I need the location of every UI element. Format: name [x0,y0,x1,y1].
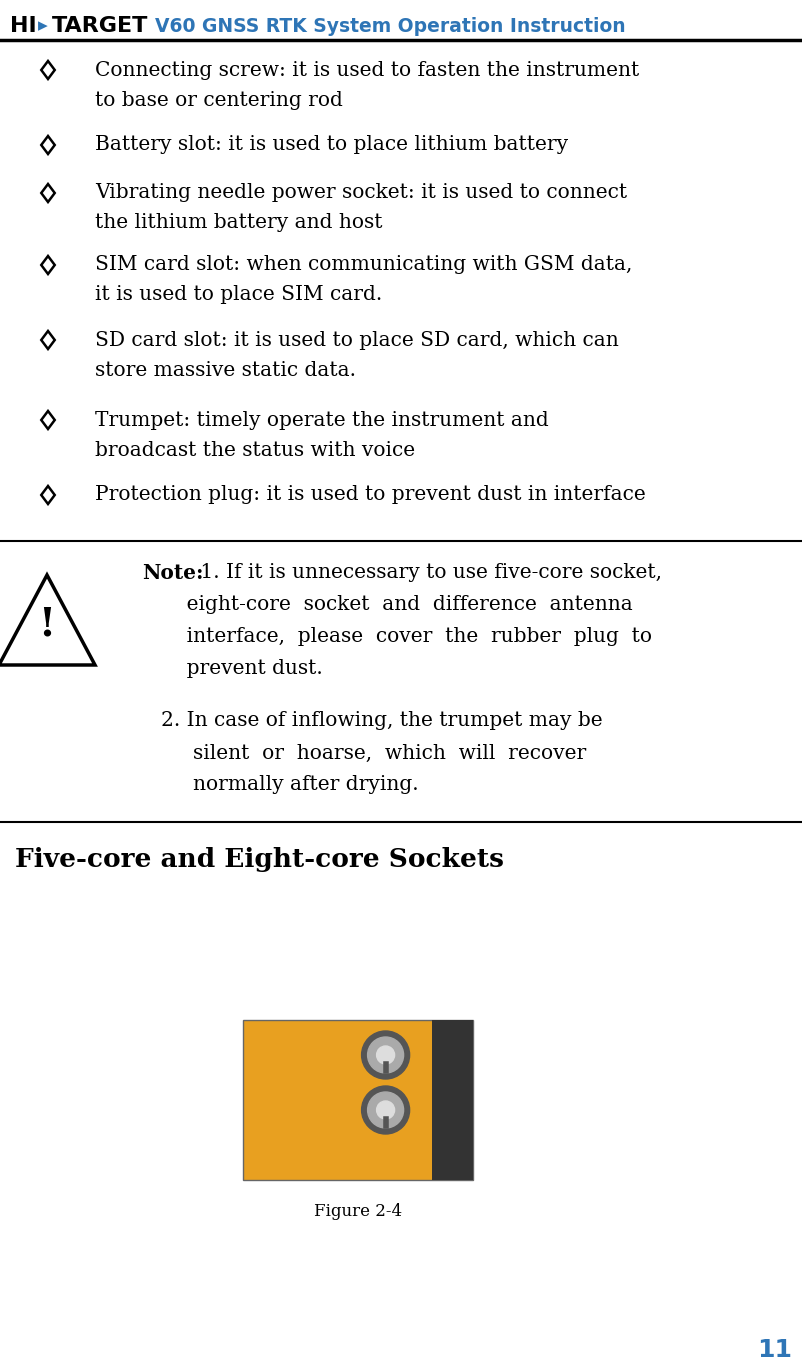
Text: 1. If it is unnecessary to use five-core socket,: 1. If it is unnecessary to use five-core… [194,564,661,583]
Text: Note:: Note: [142,562,203,583]
Text: Trumpet: timely operate the instrument and: Trumpet: timely operate the instrument a… [95,411,548,430]
Text: Protection plug: it is used to prevent dust in interface: Protection plug: it is used to prevent d… [95,486,645,505]
Text: silent  or  hoarse,  which  will  recover: silent or hoarse, which will recover [142,744,585,763]
Text: SIM card slot: when communicating with GSM data,: SIM card slot: when communicating with G… [95,255,632,274]
Text: it is used to place SIM card.: it is used to place SIM card. [95,285,382,304]
Text: Vibrating needle power socket: it is used to connect: Vibrating needle power socket: it is use… [95,183,626,202]
Text: !: ! [38,606,55,644]
Circle shape [367,1092,403,1127]
Text: SD card slot: it is used to place SD card, which can: SD card slot: it is used to place SD car… [95,330,618,349]
Text: Figure 2-4: Figure 2-4 [314,1204,402,1220]
Text: normally after drying.: normally after drying. [142,775,418,794]
Text: prevent dust.: prevent dust. [142,659,322,678]
Text: Connecting screw: it is used to fasten the instrument: Connecting screw: it is used to fasten t… [95,60,638,79]
Text: Battery slot: it is used to place lithium battery: Battery slot: it is used to place lithiu… [95,135,568,154]
Text: 2. In case of inflowing, the trumpet may be: 2. In case of inflowing, the trumpet may… [142,711,601,730]
Text: to base or centering rod: to base or centering rod [95,90,342,109]
Text: Five-core and Eight-core Sockets: Five-core and Eight-core Sockets [15,848,504,872]
Text: the lithium battery and host: the lithium battery and host [95,213,382,232]
Circle shape [367,1037,403,1073]
Text: V60 GNSS RTK System Operation Instruction: V60 GNSS RTK System Operation Instructio… [155,16,625,35]
Text: TARGET: TARGET [52,16,148,35]
Text: interface,  please  cover  the  rubber  plug  to: interface, please cover the rubber plug … [142,628,651,647]
Circle shape [376,1046,394,1063]
Circle shape [376,1102,394,1119]
Bar [243,1020,472,1179]
Circle shape [361,1087,409,1134]
Text: eight-core  socket  and  difference  antenna: eight-core socket and difference antenna [142,595,632,614]
Text: HI: HI [10,16,37,35]
Bar [431,1020,472,1179]
Text: ▸: ▸ [38,16,47,35]
Circle shape [361,1031,409,1078]
Text: broadcast the status with voice: broadcast the status with voice [95,441,415,460]
Text: store massive static data.: store massive static data. [95,360,355,379]
Text: 11: 11 [756,1338,792,1362]
